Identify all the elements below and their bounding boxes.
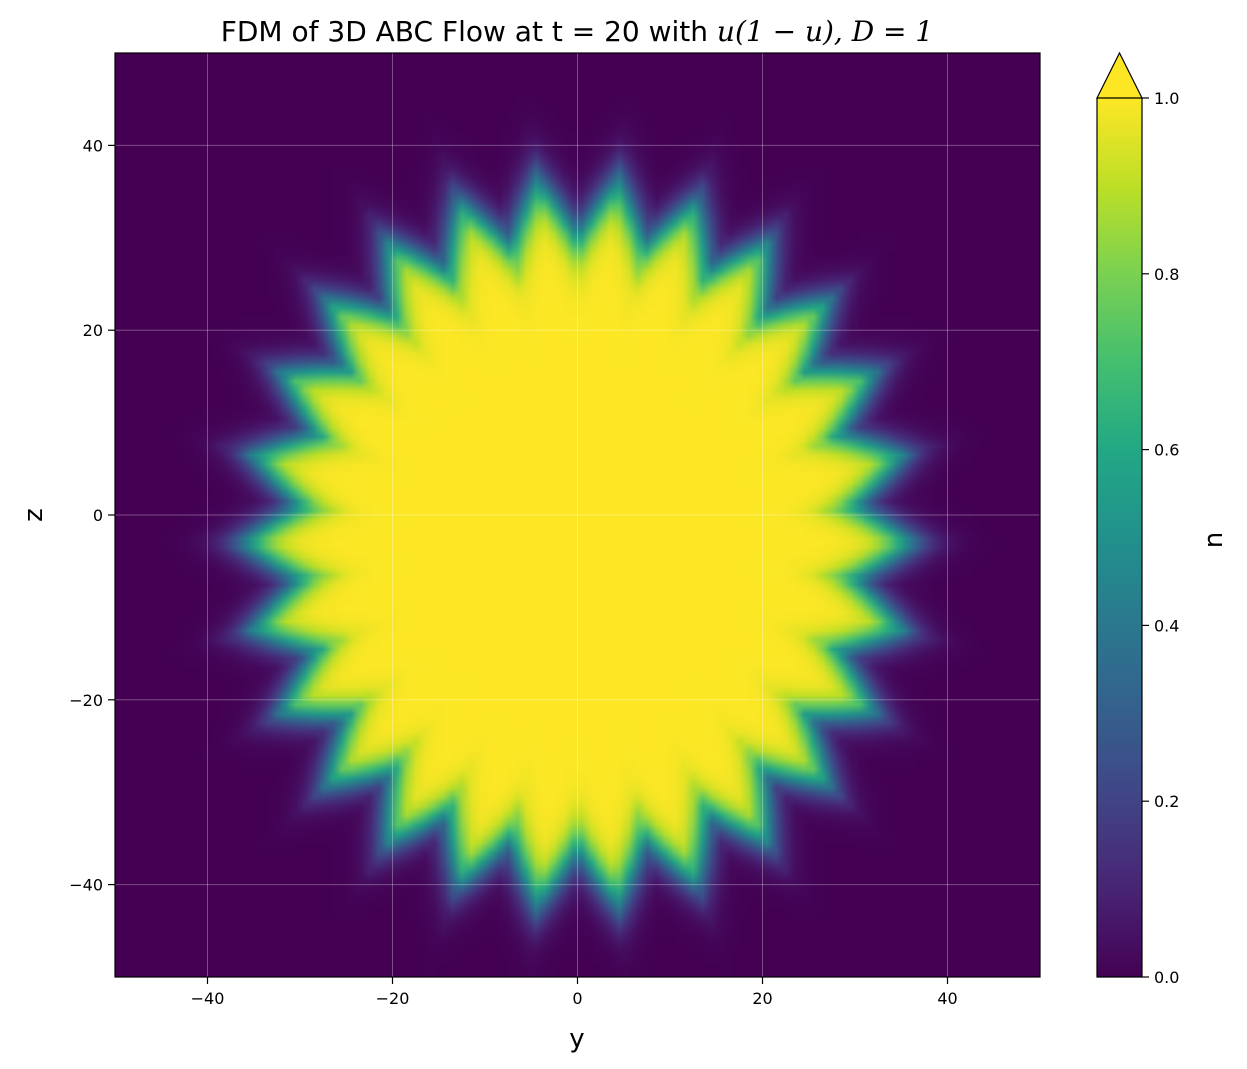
x-tick-label: −40 [191,989,225,1008]
y-tick-label: −20 [69,691,103,710]
colorbar-tick-label: 0.0 [1154,968,1179,987]
y-tick-label: 0 [93,506,103,525]
colorbar-gradient [1097,98,1142,977]
grid-lines [115,53,1040,977]
y-axis-label: z [19,508,49,522]
colorbar: 0.0 0.2 0.4 0.6 0.8 1.0 u [1096,51,1231,987]
colorbar-tick-label: 0.4 [1154,616,1179,635]
x-axis-label: y [569,1024,584,1054]
colorbar-frame [1096,98,1143,978]
y-tick-label: −40 [69,876,103,895]
heatmap-image-container [115,53,1040,977]
x-tick-label: 0 [572,989,582,1008]
y-tick-label: 40 [83,136,103,155]
y-tick-label: 20 [83,321,103,340]
x-tick-label: 40 [937,989,957,1008]
chart-title: FDM of 3D ABC Flow at t = 20 with u(1 − … [221,15,933,48]
colorbar-extend-arrow [1096,51,1143,99]
colorbar-tick-label: 1.0 [1154,89,1179,108]
x-tick-label: −20 [376,989,410,1008]
colorbar-tick-label: 0.8 [1154,265,1179,284]
y-axis-ticks: −40 −20 0 20 40 [69,136,115,895]
colorbar-tick-label: 0.2 [1154,792,1179,811]
colorbar-tick-label: 0.6 [1154,441,1179,460]
colorbar-label: u [1201,532,1231,548]
x-axis-ticks: −40 −20 0 20 40 [191,977,958,1008]
colorbar-ticks: 0.0 0.2 0.4 0.6 0.8 1.0 [1142,89,1179,987]
heatmap-image [115,53,1040,977]
plot-area: −40 −20 0 20 40 −40 −20 0 20 40 [69,52,1041,1008]
x-tick-label: 20 [752,989,772,1008]
